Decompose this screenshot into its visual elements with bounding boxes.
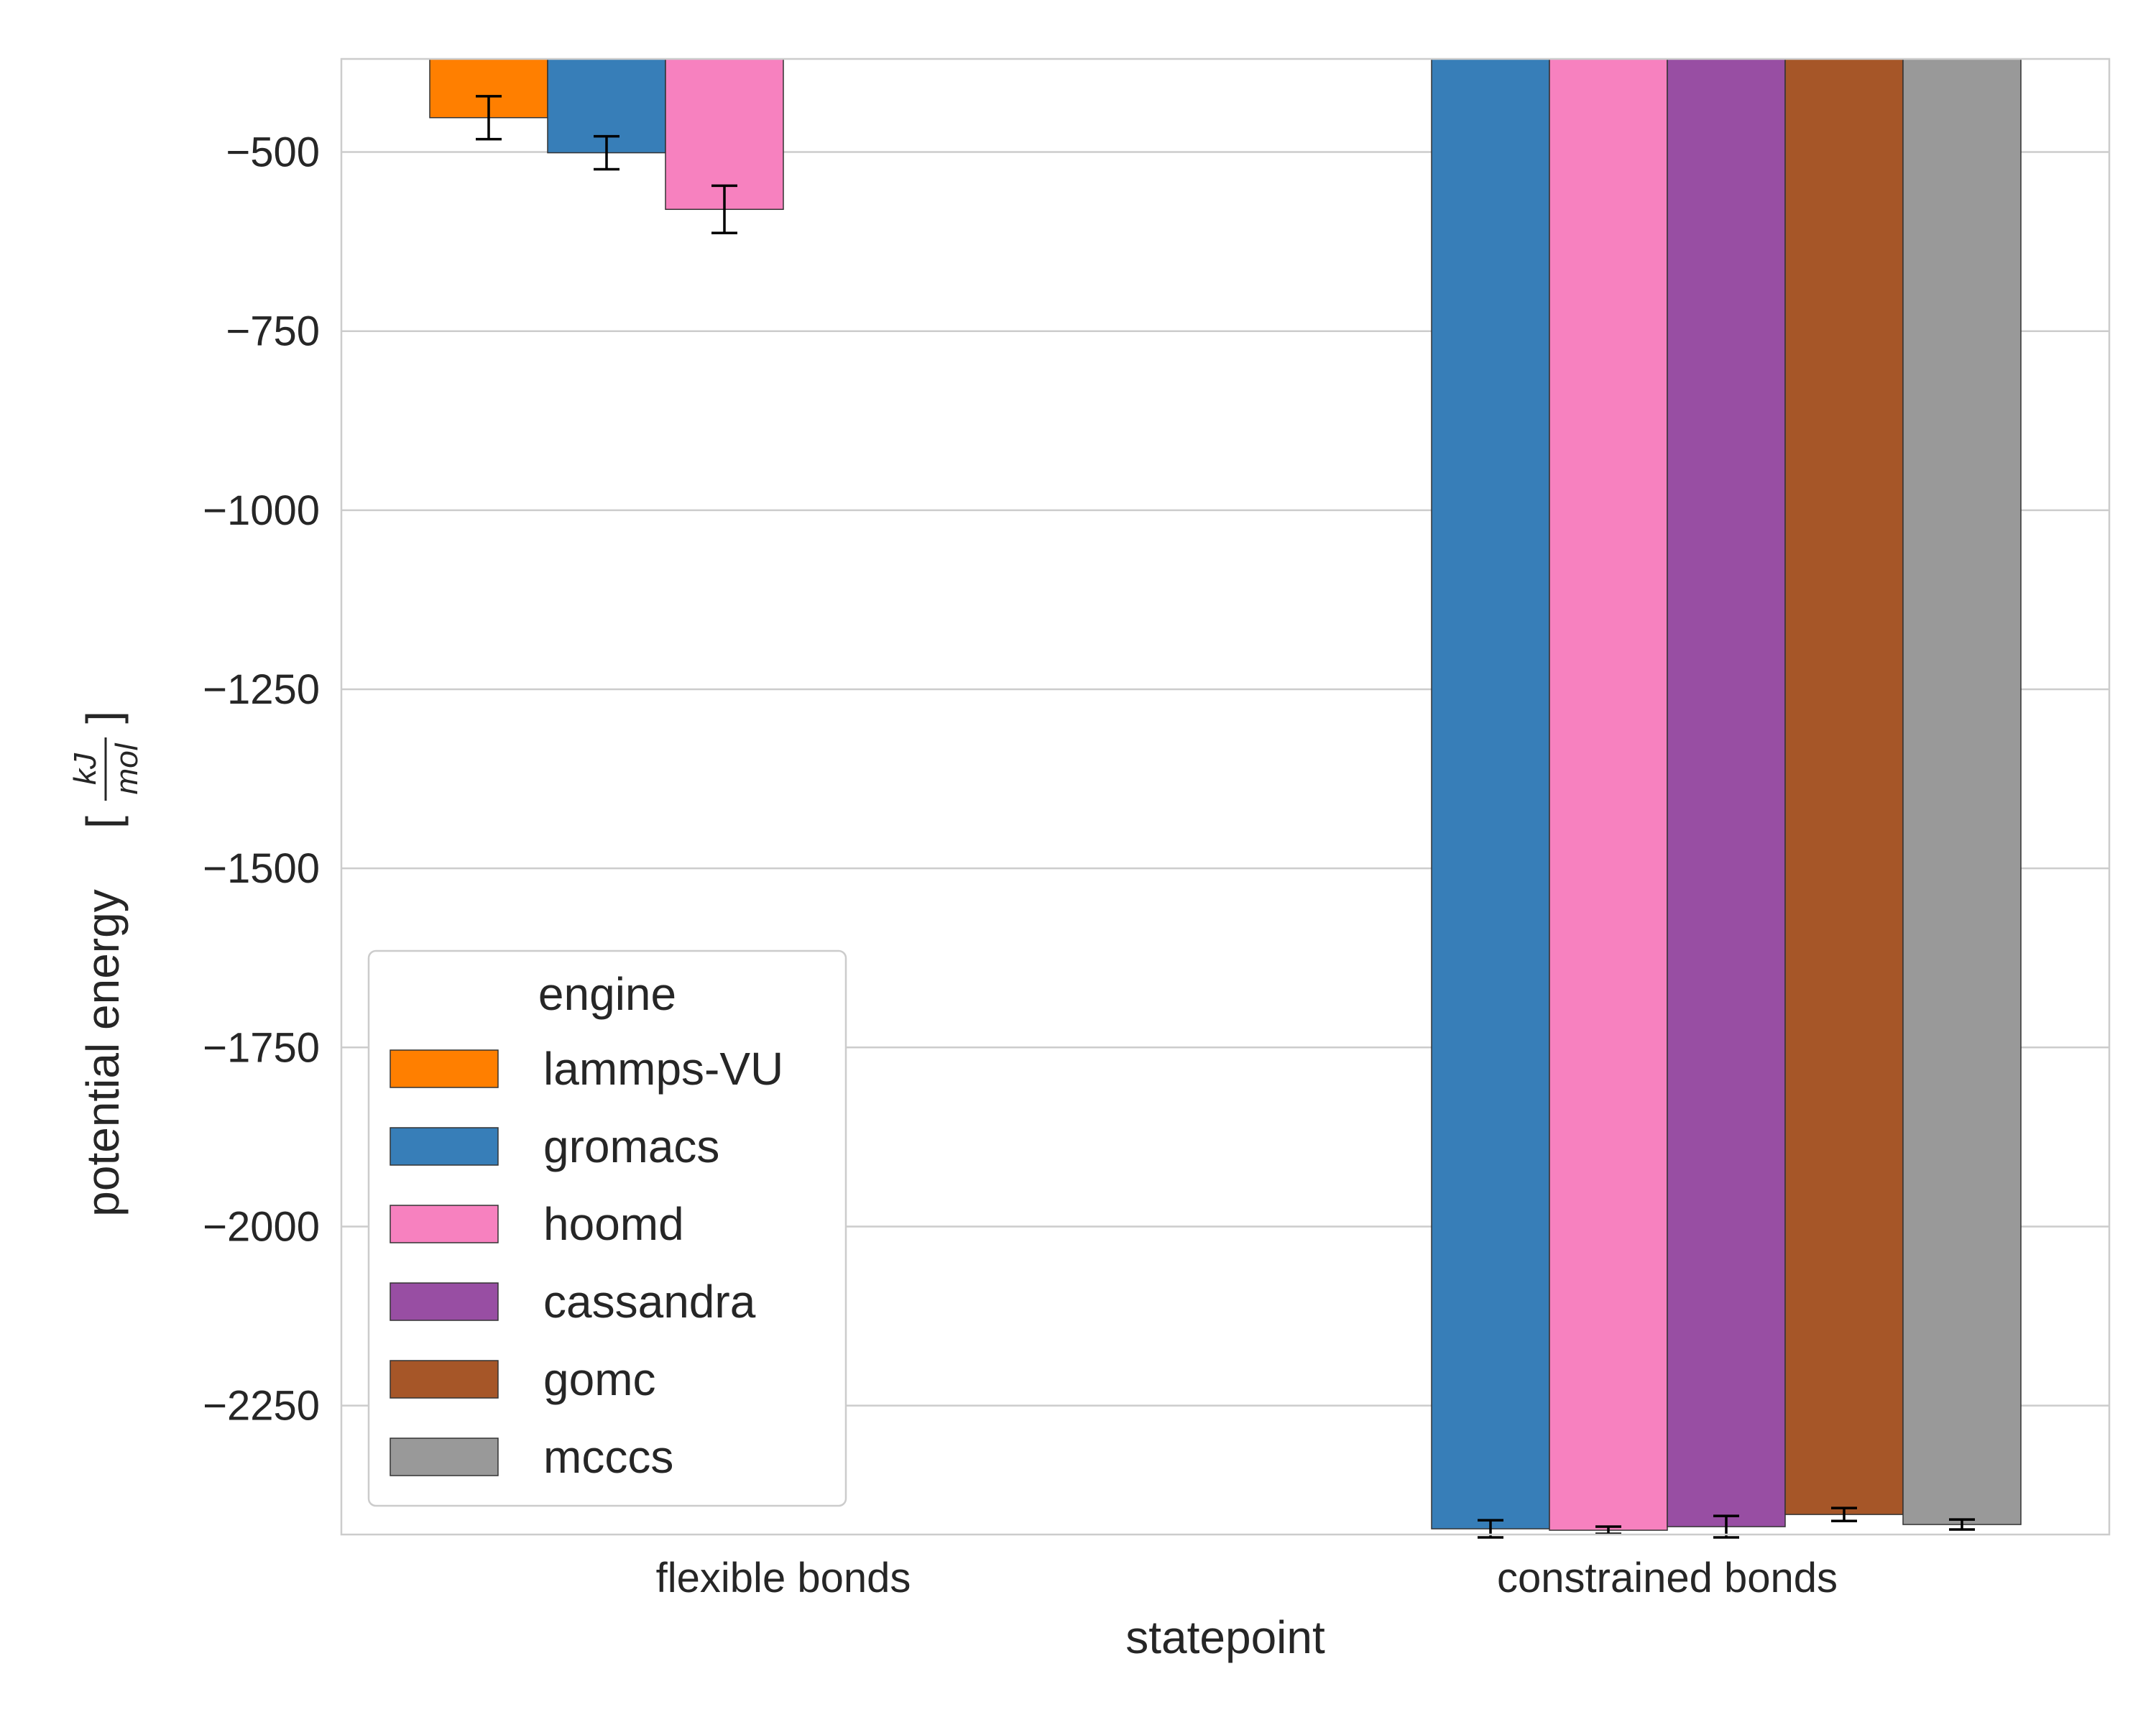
legend-swatch xyxy=(390,1127,499,1166)
bar xyxy=(1902,58,2022,1525)
legend-label: gromacs xyxy=(543,1121,719,1172)
legend-title: engine xyxy=(538,968,676,1020)
x-tick-labels: flexible bonds constrained bonds xyxy=(656,1555,1838,1601)
bar xyxy=(665,58,784,211)
legend-swatch xyxy=(390,1049,499,1088)
bar xyxy=(1431,58,1550,1530)
y-tick-labels: −500 −750 −1000 −1250 −1500 −1750 −2000 −2250 xyxy=(203,129,320,1430)
y-axis-unit-numerator: kJ xyxy=(68,753,103,785)
y-tick-label: −2250 xyxy=(203,1383,320,1430)
y-axis-unit-bracket-right: ] xyxy=(77,711,129,724)
y-tick-label: −1000 xyxy=(203,487,320,534)
bars xyxy=(429,58,2022,1531)
y-tick-label: −2000 xyxy=(203,1203,320,1250)
y-tick-label: −1250 xyxy=(203,666,320,713)
y-axis-unit-bracket-left: [ xyxy=(77,816,129,829)
bar xyxy=(1784,58,1904,1515)
y-axis-unit-denominator: mol xyxy=(109,742,144,794)
legend-label: lammps-VU xyxy=(543,1043,783,1095)
y-tick-label: −500 xyxy=(226,129,320,176)
legend-swatch xyxy=(390,1282,499,1321)
plot-frame xyxy=(340,58,2111,1536)
legend-label: cassandra xyxy=(543,1276,756,1328)
legend-label: mcccs xyxy=(543,1431,673,1483)
y-axis-label-text: potential energy xyxy=(77,889,129,1216)
legend-swatch xyxy=(390,1205,499,1243)
x-axis-label: statepoint xyxy=(1125,1611,1325,1663)
y-tick-label: −1500 xyxy=(203,845,320,892)
error-bars xyxy=(476,95,1975,1539)
legend: engine lammps-VU gromacs hoomd cassandra gom… xyxy=(367,949,847,1507)
legend-label: gomc xyxy=(543,1353,656,1405)
legend-items: lammps-VU gromacs hoomd cassandra gomc mcccs xyxy=(390,1043,783,1483)
bar xyxy=(1549,58,1668,1531)
x-tick-label: flexible bonds xyxy=(656,1555,911,1601)
y-tick-label: −750 xyxy=(226,308,320,355)
legend-swatch xyxy=(390,1438,499,1476)
legend-swatch xyxy=(390,1360,499,1399)
legend-label: hoomd xyxy=(543,1198,684,1250)
y-tick-label: −1750 xyxy=(203,1024,320,1071)
y-axis-label: potential energy [ kJ mol ] xyxy=(68,711,144,1217)
bar xyxy=(1667,58,1786,1527)
x-tick-label: constrained bonds xyxy=(1497,1555,1838,1601)
